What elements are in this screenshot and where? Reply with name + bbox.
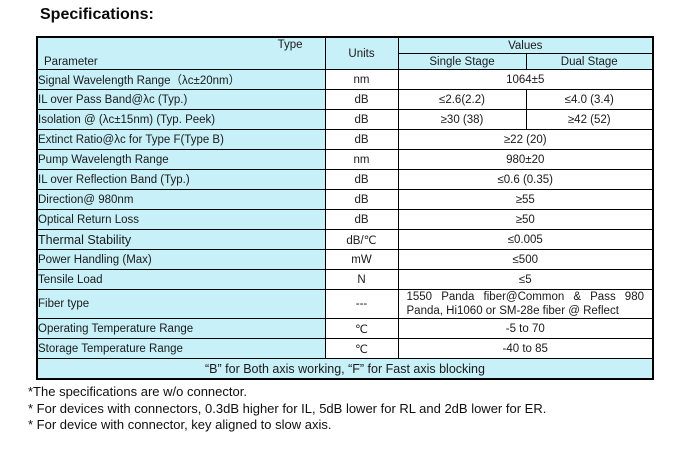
parameter-header-label: Parameter	[44, 56, 98, 68]
parameter-cell: Operating Temperature Range	[36, 318, 326, 339]
units-cell: dB	[324, 89, 399, 110]
table-row: Optical Return Loss dB ≥50	[36, 209, 654, 230]
units-cell: N	[324, 269, 399, 290]
parameter-cell: Fiber type	[36, 289, 326, 319]
fiber-type-line-2: Panda, Hi1060 or SM-28e fiber @ Reflect	[406, 305, 619, 317]
parameter-cell: Signal Wavelength Range（λc±20nm）	[36, 69, 326, 90]
footnote: *The specifications are w/o connector.	[28, 384, 247, 399]
page-title: Specifications:	[40, 6, 154, 23]
table-row: Operating Temperature Range ℃ -5 to 70	[36, 318, 654, 339]
type-header-label: Type	[277, 39, 303, 51]
footnote: * For devices with connectors, 0.3dB hig…	[28, 400, 547, 416]
parameter-cell: Tensile Load	[36, 269, 326, 290]
value-cell: 1064±5	[397, 69, 654, 90]
header-row-1: Type Parameter Units Values	[36, 36, 654, 70]
parameter-cell: Storage Temperature Range	[36, 338, 326, 359]
footnote: * For device with connector, key aligned…	[28, 417, 332, 432]
value-cell: 980±20	[397, 149, 654, 170]
table-row: Thermal Stability dB/℃ ≤0.005	[36, 229, 654, 250]
value-cell: ≥55	[397, 189, 654, 210]
parameter-cell: Optical Return Loss	[36, 209, 326, 230]
units-cell: nm	[324, 149, 399, 170]
units-cell: dB	[324, 169, 399, 190]
table-row: Pump Wavelength Range nm 980±20	[36, 149, 654, 170]
parameter-cell: Extinct Ratio@λc for Type F(Type B)	[36, 129, 326, 150]
parameter-type-corner-cell: Type Parameter	[36, 36, 326, 70]
value-cell: ≤500	[397, 249, 654, 270]
parameter-cell: IL over Reflection Band (Typ.)	[36, 169, 326, 190]
units-cell: dB	[324, 109, 399, 130]
parameter-cell: Thermal Stability	[36, 229, 326, 250]
single-stage-cell: ≥30 (38)	[397, 109, 527, 130]
table-row: Power Handling (Max) mW ≤500	[36, 249, 654, 270]
value-cell: 1550 Panda fiber@Common & Pass 980 Panda…	[397, 289, 654, 319]
units-cell: dB	[324, 189, 399, 210]
header-row-2: Single Stage Dual Stage	[37, 53, 654, 70]
dual-stage-cell: ≥42 (52)	[525, 109, 654, 130]
table-row: Tensile Load N ≤5	[36, 269, 654, 290]
parameter-cell: Isolation @ (λc±15nm) (Typ. Peek)	[36, 109, 326, 130]
units-header: Units	[324, 36, 399, 70]
units-cell: mW	[324, 249, 399, 270]
value-cell: -40 to 85	[397, 338, 654, 359]
parameter-cell: Pump Wavelength Range	[36, 149, 326, 170]
value-cell: -5 to 70	[397, 318, 654, 339]
footnotes: *The specifications are w/o connector. *…	[28, 384, 546, 434]
value-cell: ≥50	[397, 209, 654, 230]
corner-split: Type Parameter	[38, 38, 324, 69]
value-cell: ≤5	[397, 269, 654, 290]
value-cell: ≥22 (20)	[397, 129, 654, 150]
dual-stage-cell: ≤4.0 (3.4)	[525, 89, 654, 110]
table-row: Direction@ 980nm dB ≥55	[36, 189, 654, 210]
table-row: IL over Reflection Band (Typ.) dB ≤0.6 (…	[36, 169, 654, 190]
table-row-fiber-type: Fiber type --- 1550 Panda fiber@Common &…	[36, 289, 654, 319]
table-row: IL over Pass Band@λc (Typ.) dB ≤2.6(2.2)…	[36, 89, 654, 110]
fiber-type-line-1: 1550 Panda fiber@Common & Pass 980	[406, 291, 645, 303]
parameter-cell: Direction@ 980nm	[36, 189, 326, 210]
units-cell: ℃	[324, 338, 399, 359]
parameter-cell: Power Handling (Max)	[36, 249, 326, 270]
table-row: Storage Temperature Range ℃ -40 to 85	[36, 338, 654, 359]
single-stage-cell: ≤2.6(2.2)	[397, 89, 527, 110]
values-header: Values	[397, 36, 654, 54]
units-cell: ---	[324, 289, 399, 319]
units-cell: nm	[324, 69, 399, 90]
units-cell: dB	[324, 129, 399, 150]
axis-legend-note: “B” for Both axis working, “F” for Fast …	[36, 358, 654, 380]
value-cell: ≤0.6 (0.35)	[397, 169, 654, 190]
table-footer-row: “B” for Both axis working, “F” for Fast …	[36, 358, 654, 380]
units-cell: dB	[324, 209, 399, 230]
units-cell: dB/℃	[324, 229, 399, 250]
specifications-table: Type Parameter Units Values Single Stage…	[36, 36, 654, 380]
table-row: Extinct Ratio@λc for Type F(Type B) dB ≥…	[36, 129, 654, 150]
table-row: Isolation @ (λc±15nm) (Typ. Peek) dB ≥30…	[36, 109, 654, 130]
dual-stage-header: Dual Stage	[525, 53, 654, 70]
table-row: Signal Wavelength Range（λc±20nm） nm 1064…	[36, 69, 654, 90]
units-cell: ℃	[324, 318, 399, 339]
single-stage-header: Single Stage	[397, 53, 527, 70]
parameter-cell: IL over Pass Band@λc (Typ.)	[36, 89, 326, 110]
value-cell: ≤0.005	[397, 229, 654, 250]
